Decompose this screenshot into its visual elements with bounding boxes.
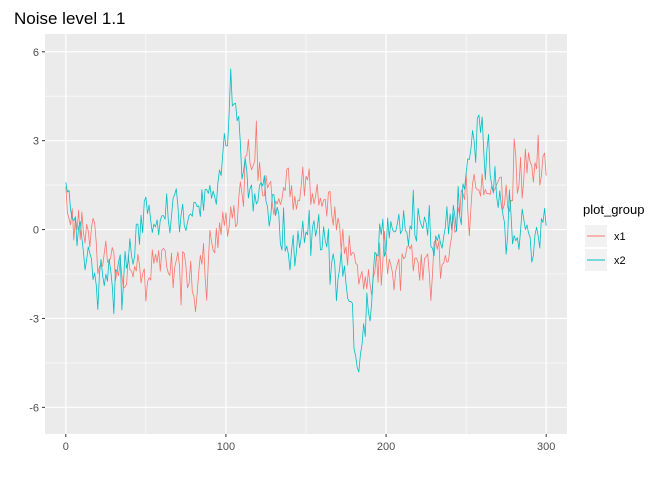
y-axis: -6 -3 0 3 6 <box>29 47 45 414</box>
x-tick-label: 0 <box>63 441 69 453</box>
series-line-x2 <box>65 68 547 373</box>
chart-title: Noise level 1.1 <box>14 9 126 28</box>
y-tick-label: 6 <box>33 47 39 59</box>
series-layer <box>65 68 547 373</box>
y-tick-label: 3 <box>33 136 39 148</box>
legend-title: plot_group <box>583 202 644 217</box>
y-tick-label: 0 <box>33 225 39 237</box>
x-tick-label: 100 <box>217 441 235 453</box>
legend-label-x1: x1 <box>614 231 626 243</box>
x-tick-label: 200 <box>377 441 395 453</box>
y-tick-label: -6 <box>29 402 39 414</box>
x-tick-label: 300 <box>537 441 555 453</box>
major-gridlines <box>45 34 567 434</box>
legend: plot_group x1 x2 <box>583 202 644 271</box>
legend-label-x2: x2 <box>614 255 626 267</box>
legend-keys: x1 x2 <box>585 225 626 271</box>
x-axis: 0 100 200 300 <box>63 434 555 453</box>
y-tick-label: -3 <box>29 313 39 325</box>
